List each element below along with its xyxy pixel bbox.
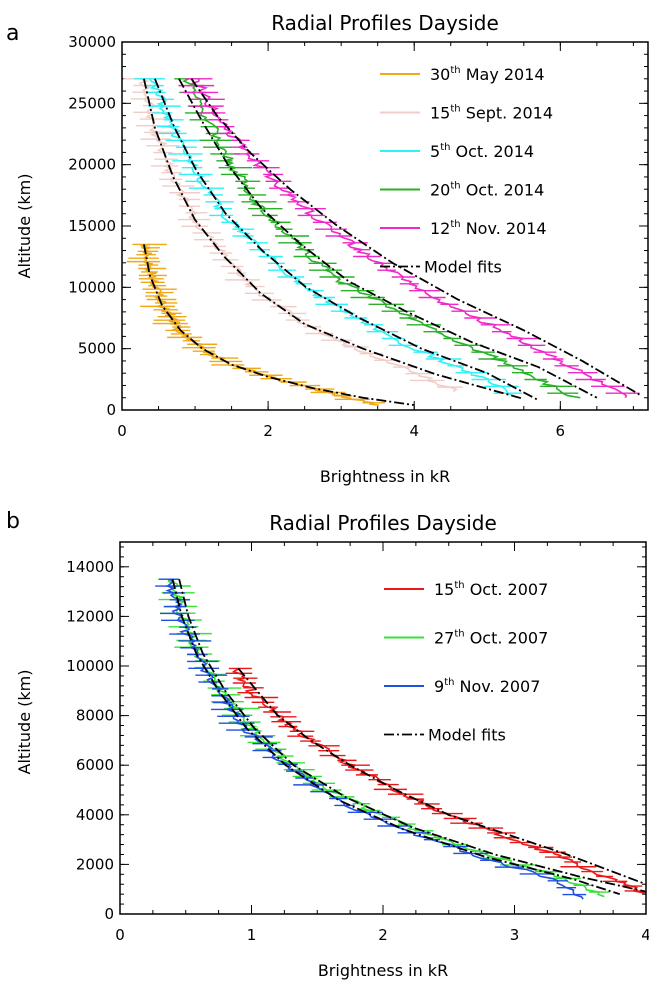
x-axis-label-a: Brightness in kR	[320, 467, 450, 486]
x-tick-label: 1	[247, 926, 257, 944]
y-tick-label: 0	[104, 905, 114, 923]
series-line	[191, 78, 628, 399]
chart-title-b: Radial Profiles Dayside	[269, 511, 497, 535]
legend-day: 20	[430, 181, 450, 200]
y-tick-label: 20000	[68, 156, 116, 174]
series-2	[134, 78, 522, 399]
plot-area-b	[155, 578, 646, 900]
x-tick-label: 2	[378, 926, 388, 944]
y-tick-label: 10000	[66, 657, 114, 675]
y-tick-label: 30000	[68, 33, 116, 51]
legend-sup: th	[454, 629, 464, 640]
legend-rest: Oct. 2014	[461, 181, 545, 200]
legend-sup: th	[450, 65, 460, 76]
y-axis-label-a: Altitude (km)	[15, 174, 34, 279]
legend-sup: th	[450, 219, 460, 230]
y-tick-label: 4000	[76, 806, 114, 824]
x-tick-label: 2	[263, 422, 273, 440]
legend-entry: 5th Oct. 2014	[430, 142, 534, 161]
series-line	[140, 243, 379, 406]
legend-day: 12	[430, 219, 450, 238]
panel-label-a: a	[6, 21, 19, 46]
model-fit-line	[154, 78, 539, 401]
x-tick-label: 0	[117, 422, 127, 440]
legend-day: 15	[434, 580, 454, 599]
ticks-b: 0 1 2 3 4 0 2000 4000 6000 8000 10000 12000 14000	[66, 542, 649, 944]
series-3	[174, 78, 581, 399]
legend-rest: Oct. 2014	[450, 142, 534, 161]
legend-entry: 12th Nov. 2014	[430, 219, 547, 238]
legend-rest: May 2014	[461, 65, 545, 84]
x-tick-label: 3	[510, 926, 520, 944]
series-line	[231, 667, 646, 895]
panel-b: b Radial Profiles Dayside Brightness in …	[6, 509, 649, 980]
model-fit-line	[237, 667, 646, 886]
model-fit-line	[178, 578, 646, 893]
legend-entry: 27th Oct. 2007	[434, 629, 548, 648]
legend-rest: Oct. 2007	[465, 629, 549, 648]
model-fit-line	[190, 78, 642, 397]
legend-sup: th	[450, 104, 460, 115]
series-2	[155, 578, 587, 900]
model-fit-line	[143, 244, 415, 406]
legend-entry: 20th Oct. 2014	[430, 181, 544, 200]
model-fit-line	[143, 78, 525, 400]
y-tick-label: 14000	[66, 558, 114, 576]
legend-model-fits: Model fits	[428, 726, 506, 745]
model-fit-line	[178, 78, 598, 399]
legend-sup: th	[444, 677, 454, 688]
legend-day: 9	[434, 677, 444, 696]
ticks-a: 0 2 4 6 0 5000 10000 15000 20000 25000 30000	[68, 33, 648, 440]
chart-title-a: Radial Profiles Dayside	[271, 11, 499, 35]
series-line	[182, 78, 581, 399]
x-tick-label: 0	[115, 926, 125, 944]
y-tick-label: 2000	[76, 855, 114, 873]
y-axis-label-b: Altitude (km)	[15, 670, 34, 775]
legend-sup: th	[450, 181, 460, 192]
panel-label-b: b	[6, 509, 20, 534]
y-tick-label: 25000	[68, 94, 116, 112]
x-tick-label: 4	[641, 926, 649, 944]
y-tick-label: 15000	[68, 217, 116, 235]
legend-day: 15	[430, 104, 450, 123]
legend-day: 27	[434, 629, 454, 648]
legend-day: 5	[430, 142, 440, 161]
legend-rest: Oct. 2007	[465, 580, 549, 599]
legend-rest: Sept. 2014	[461, 104, 553, 123]
x-tick-label: 6	[556, 422, 566, 440]
series-0	[225, 667, 646, 895]
plot-area-a	[123, 78, 642, 406]
legend-rest: Nov. 2007	[454, 677, 540, 696]
legend-sup: th	[454, 580, 464, 591]
legend-entry: 15th Oct. 2007	[434, 580, 548, 599]
series-line	[165, 578, 584, 900]
y-tick-label: 0	[106, 401, 116, 419]
x-tick-label: 4	[409, 422, 419, 440]
y-tick-label: 10000	[68, 278, 116, 296]
plot-frame-b	[119, 541, 647, 915]
x-axis-label-b: Brightness in kR	[318, 961, 448, 980]
legend-day: 30	[430, 65, 450, 84]
legend-rest: Nov. 2014	[461, 219, 547, 238]
y-tick-label: 8000	[76, 707, 114, 725]
plot-frame-a	[121, 41, 649, 411]
legend-sup: th	[440, 142, 450, 153]
legend-entry: 30th May 2014	[430, 65, 545, 84]
y-tick-label: 6000	[76, 756, 114, 774]
series-4	[178, 78, 640, 399]
legend-entry: 15th Sept. 2014	[430, 104, 553, 123]
series-1	[158, 578, 610, 898]
y-tick-label: 5000	[78, 340, 116, 358]
model-fit-line	[171, 578, 620, 896]
panel-a: a Radial Profiles Dayside Brightness in …	[6, 11, 649, 486]
legend-model-fits: Model fits	[424, 258, 502, 277]
legend-entry: 9th Nov. 2007	[434, 677, 540, 696]
y-tick-label: 12000	[66, 607, 114, 625]
series-0	[126, 243, 386, 406]
